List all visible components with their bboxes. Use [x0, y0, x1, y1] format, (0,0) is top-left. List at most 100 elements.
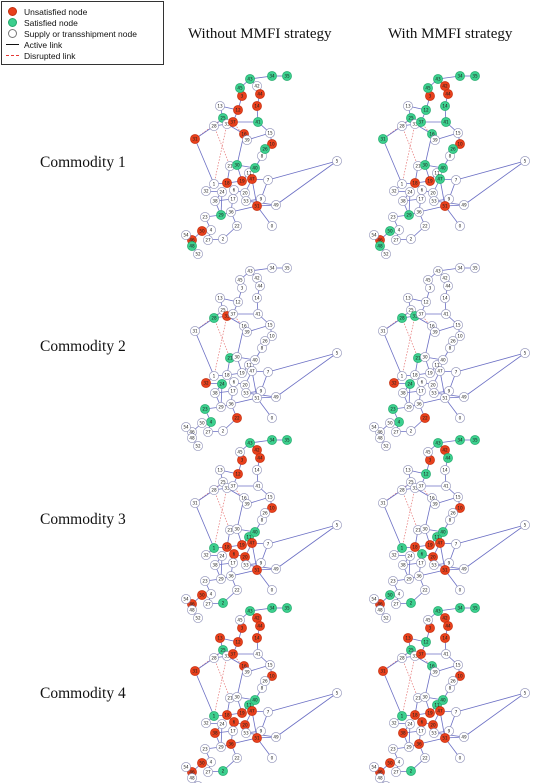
disrupted-link [213, 655, 228, 717]
supply-node [332, 688, 342, 698]
satisfied-node [438, 695, 448, 705]
node-id-label: 12 [423, 108, 429, 113]
node-id-label: 31 [192, 137, 198, 142]
unsatisfied-node [385, 758, 395, 768]
supply-node [416, 726, 426, 736]
supply-node [241, 196, 251, 206]
node-id-label: 18 [224, 545, 230, 550]
node-id-label: 49 [461, 203, 467, 208]
supply-node [203, 427, 213, 437]
active-link [194, 138, 215, 185]
supply-node [209, 371, 219, 381]
node-id-label: 18 [412, 713, 418, 718]
node-id-label: 5 [524, 159, 527, 164]
active-link [382, 330, 403, 377]
satisfied-node [443, 453, 453, 463]
active-link-icon [6, 44, 19, 45]
supply-node [451, 367, 461, 377]
supply-node [201, 718, 211, 728]
node-id-label: 31 [192, 329, 198, 334]
unsatisfied-node [210, 728, 220, 738]
supply-node [381, 613, 391, 623]
node-id-label: 33 [412, 486, 418, 491]
node-id-label: 49 [273, 395, 279, 400]
supply-node [232, 352, 242, 362]
satisfied-node [232, 160, 242, 170]
node-id-label: 26 [262, 511, 268, 516]
supply-node [217, 187, 227, 197]
node-id-label: 30 [422, 527, 428, 532]
node-id-label: 35 [472, 438, 478, 443]
node-id-label: 45 [237, 278, 243, 283]
node-id-label: 4 [398, 420, 401, 425]
disrupted-link-icon [6, 55, 19, 56]
node-id-label: 2 [410, 769, 413, 774]
supply-node [267, 753, 277, 763]
satisfied-node [245, 606, 255, 616]
supply-node [430, 667, 440, 677]
node-id-label: 53 [431, 391, 437, 396]
satisfied-node [385, 226, 395, 236]
unsatisfied-node [414, 739, 424, 749]
node-id-label: 42 [442, 276, 448, 281]
node-id-label: 33 [412, 122, 418, 127]
node-id-label: 48 [377, 244, 383, 249]
supply-node [250, 355, 260, 365]
node-id-label: 31 [380, 137, 386, 142]
unsatisfied-node [420, 413, 430, 423]
node-id-label: 25 [220, 648, 226, 653]
node-id-label: 28 [211, 488, 217, 493]
satisfied-node [455, 603, 465, 613]
unsatisfied-node [197, 226, 207, 236]
unsatisfied-node [378, 666, 388, 676]
supply-node [265, 660, 275, 670]
node-id-label: 37 [230, 312, 236, 317]
node-id-label: 22 [234, 224, 240, 229]
satisfied-node [218, 766, 228, 776]
node-id-label: 18 [412, 373, 418, 378]
node-id-label: 15 [455, 323, 461, 328]
supply-node [404, 574, 414, 584]
unsatisfied-node [252, 201, 262, 211]
node-id-label: 22 [234, 416, 240, 421]
node-id-label: 17 [418, 197, 424, 202]
node-id-label: 18 [224, 181, 230, 186]
node-id-label: 27 [205, 238, 211, 243]
node-id-label: 14 [254, 104, 260, 109]
node-id-label: 30 [234, 355, 240, 360]
supply-node [210, 196, 220, 206]
node-id-label: 31 [380, 329, 386, 334]
supply-node [443, 281, 453, 291]
disrupted-link [213, 315, 228, 377]
satisfied-node [209, 711, 219, 721]
supply-node [520, 156, 530, 166]
supply-node [423, 447, 433, 457]
node-id-label: 50 [387, 593, 393, 598]
active-link [267, 160, 338, 181]
supply-node [455, 263, 465, 273]
node-id-label: 3 [429, 94, 432, 99]
node-id-label: 7 [267, 370, 270, 375]
node-id-label: 21 [227, 164, 233, 169]
node-id-label: 23 [390, 215, 396, 220]
active-link [463, 524, 526, 570]
supply-node [242, 667, 252, 677]
node-id-label: 38 [400, 199, 406, 204]
node-id-label: 26 [262, 147, 268, 152]
node-id-label: 36 [416, 742, 422, 747]
node-id-label: 20 [430, 383, 436, 388]
active-link [463, 352, 526, 398]
node-id-label: 41 [443, 120, 449, 125]
node-id-label: 10 [457, 334, 463, 339]
node-id-label: 43 [247, 441, 253, 446]
node-id-label: 15 [455, 131, 461, 136]
satisfied-node [438, 527, 448, 537]
unsatisfied-node [255, 453, 265, 463]
unsatisfied-node [237, 708, 247, 718]
node-id-label: 29 [406, 405, 412, 410]
satisfied-node [250, 695, 260, 705]
node-id-label: 21 [415, 356, 421, 361]
unsatisfied-node [233, 105, 243, 115]
row-label-commodity-4: Commodity 4 [40, 685, 126, 702]
